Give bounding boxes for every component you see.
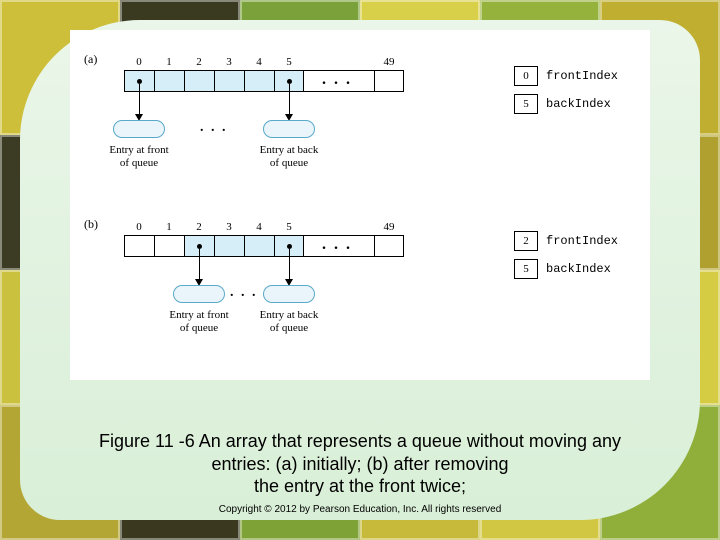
array-block [124, 70, 304, 92]
frontIndex-label: frontIndex [546, 234, 618, 248]
array-cell [244, 235, 274, 257]
entry-front-caption: Entry at frontof queue [94, 144, 184, 169]
figure-caption: Figure 11 -6 An array that represents a … [0, 430, 720, 498]
frontIndex-box: 2 [514, 231, 538, 251]
array-index-label: 49 [377, 221, 401, 233]
arrow-line [289, 84, 290, 116]
arrow-line [289, 249, 290, 281]
array-index-label: 1 [157, 221, 181, 233]
array-index-label: 5 [277, 221, 301, 233]
array-cell [374, 235, 404, 257]
ellipsis: . . . [322, 71, 352, 89]
array-index-label: 2 [187, 56, 211, 68]
array-index-label: 2 [187, 221, 211, 233]
frontIndex-label: frontIndex [546, 69, 618, 83]
caption-line-2: entries: (a) initially; (b) after removi… [211, 454, 508, 474]
array-index-label: 5 [277, 56, 301, 68]
array-index-label: 0 [127, 56, 151, 68]
array-index-label: 0 [127, 221, 151, 233]
array-index-label: 1 [157, 56, 181, 68]
frontIndex-box: 0 [514, 66, 538, 86]
array-cell [124, 235, 154, 257]
ellipsis: . . . [322, 236, 352, 254]
array-block [124, 235, 304, 257]
array-cell [154, 235, 184, 257]
array-index-label: 4 [247, 221, 271, 233]
part-label-a: (a) [84, 52, 97, 67]
entry-capsule [263, 285, 315, 303]
entry-capsule [173, 285, 225, 303]
arrow-line [199, 249, 200, 281]
copyright-text: Copyright © 2012 by Pearson Education, I… [0, 504, 720, 515]
caption-line-3: the entry at the front twice; [254, 476, 466, 496]
ellipsis: . . . [230, 285, 258, 301]
arrow-line [139, 84, 140, 116]
backIndex-label: backIndex [546, 97, 611, 111]
array-cell [244, 70, 274, 92]
entry-back-caption: Entry at backof queue [244, 309, 334, 334]
array-index-label: 4 [247, 56, 271, 68]
array-index-label: 3 [217, 56, 241, 68]
entry-capsule [113, 120, 165, 138]
array-cell [214, 235, 244, 257]
ellipsis: . . . [200, 120, 228, 136]
array-cell [184, 70, 214, 92]
array-block-end [374, 70, 404, 92]
array-block-end [374, 235, 404, 257]
backIndex-box: 5 [514, 94, 538, 114]
array-cell [154, 70, 184, 92]
array-cell [374, 70, 404, 92]
entry-front-caption: Entry at frontof queue [154, 309, 244, 334]
caption-line-1: Figure 11 -6 An array that represents a … [99, 431, 621, 451]
array-cell [214, 70, 244, 92]
figure-panel: (a)01234549. . .Entry at frontof queueEn… [70, 30, 650, 380]
array-index-label: 3 [217, 221, 241, 233]
entry-capsule [263, 120, 315, 138]
array-index-label: 49 [377, 56, 401, 68]
backIndex-label: backIndex [546, 262, 611, 276]
entry-back-caption: Entry at backof queue [244, 144, 334, 169]
backIndex-box: 5 [514, 259, 538, 279]
part-label-b: (b) [84, 217, 98, 232]
